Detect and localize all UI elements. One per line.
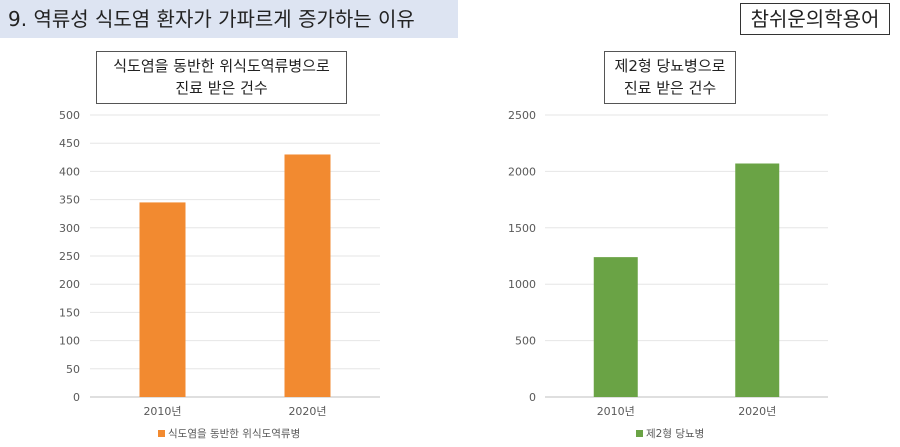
x-tick-label: 2010년 [143, 405, 181, 418]
bar [139, 202, 186, 397]
page-title: 9. 역류성 식도염 환자가 가파르게 증가하는 이유 [0, 0, 458, 38]
y-tick-label: 400 [59, 165, 80, 178]
chart-title-gerd: 식도염을 동반한 위식도역류병으로 진료 받은 건수 [96, 51, 347, 104]
y-tick-label: 0 [529, 391, 536, 404]
chart-title-line: 진료 받은 건수 [623, 79, 717, 97]
x-tick-label: 2010년 [597, 405, 635, 418]
y-tick-label: 1000 [508, 278, 536, 291]
y-tick-label: 0 [73, 391, 80, 404]
chart-title-line: 식도염을 동반한 위식도역류병으로 [113, 57, 330, 75]
legend-label: 제2형 당뇨병 [646, 428, 704, 440]
x-tick-label: 2020년 [738, 405, 776, 418]
y-tick-label: 250 [59, 250, 80, 263]
bar [284, 154, 331, 397]
bar [735, 163, 780, 397]
chart-title-diabetes: 제2형 당뇨병으로 진료 받은 건수 [604, 51, 736, 104]
x-tick-label: 2020년 [288, 405, 326, 418]
legend-swatch [158, 430, 165, 437]
bar [593, 257, 638, 397]
legend-label: 식도염을 동반한 위식도역류병 [168, 427, 300, 440]
chart-title-line: 진료 받은 건수 [175, 79, 268, 97]
chart-title-line: 제2형 당뇨병으로 [614, 57, 726, 75]
y-tick-label: 450 [59, 137, 80, 150]
y-tick-label: 500 [59, 109, 80, 122]
y-tick-label: 100 [59, 335, 80, 348]
y-tick-label: 200 [59, 278, 80, 291]
y-tick-label: 150 [59, 306, 80, 319]
y-tick-label: 2500 [508, 109, 536, 122]
y-tick-label: 350 [59, 194, 80, 207]
y-tick-label: 300 [59, 222, 80, 235]
y-tick-label: 1500 [508, 222, 536, 235]
y-tick-label: 2000 [508, 165, 536, 178]
brand-label: 참쉬운의학용어 [740, 3, 890, 35]
y-tick-label: 50 [66, 363, 80, 376]
legend-swatch [636, 430, 643, 437]
y-tick-label: 500 [515, 335, 536, 348]
